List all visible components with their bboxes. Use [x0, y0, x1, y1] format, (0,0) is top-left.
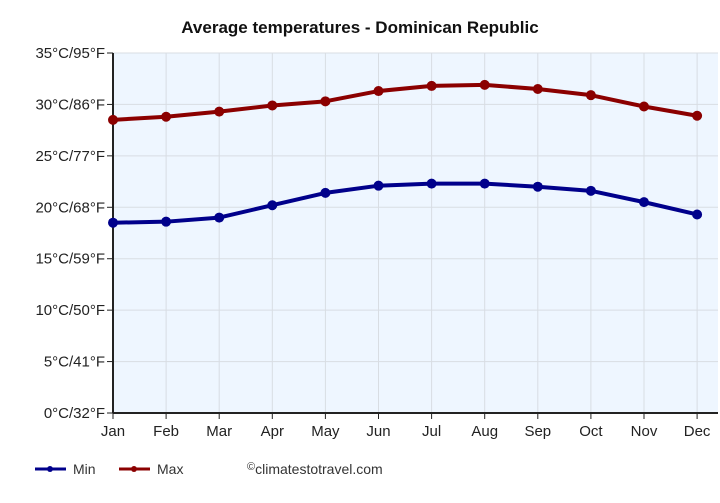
data-point-max: [639, 101, 649, 112]
y-tick-label: 35°C/95°F: [35, 45, 105, 62]
data-point-max: [532, 84, 543, 94]
x-tick-label: Apr: [261, 423, 284, 440]
data-point-max: [214, 106, 225, 117]
x-tick-label: May: [311, 423, 340, 440]
x-tick-label: Mar: [206, 423, 232, 440]
y-tick-label: 20°C/68°F: [35, 199, 105, 216]
data-point-max: [479, 79, 490, 90]
data-point-min: [320, 187, 331, 198]
data-point-min: [108, 217, 118, 228]
data-point-min: [639, 197, 649, 208]
data-point-max: [585, 90, 596, 101]
legend-max-marker: [131, 466, 137, 472]
y-tick-label: 0°C/32°F: [44, 405, 105, 422]
x-tick-label: Feb: [153, 423, 179, 440]
data-point-max: [692, 110, 703, 121]
x-tick-label: Jan: [101, 423, 125, 440]
x-tick-label: Jun: [366, 423, 390, 440]
legend-max-label: Max: [157, 461, 183, 477]
data-point-min: [479, 178, 490, 189]
legend-min-label: Min: [73, 461, 96, 477]
y-tick-label: 30°C/86°F: [35, 96, 105, 113]
legend: Min Max ©climatestotravel.com: [35, 461, 383, 477]
data-point-min: [373, 180, 384, 191]
series-line-max: [112, 82, 698, 122]
data-point-min: [532, 181, 543, 192]
series-line-min: [112, 181, 698, 225]
y-tick-label: 25°C/77°F: [35, 148, 105, 165]
x-tick-label: Sep: [524, 423, 551, 440]
y-tick-label: 15°C/59°F: [35, 251, 105, 268]
plot-background: [113, 53, 718, 413]
data-point-min: [267, 200, 278, 211]
credit-text: ©climatestotravel.com: [247, 461, 383, 477]
data-point-max: [108, 114, 118, 125]
data-point-min: [161, 216, 172, 227]
data-point-min: [692, 209, 703, 220]
data-point-max: [320, 96, 331, 107]
data-point-max: [373, 86, 384, 97]
copyright-symbol: ©: [247, 461, 255, 473]
data-point-max: [267, 100, 278, 111]
data-point-min: [585, 185, 596, 196]
x-tick-label: Dec: [684, 423, 711, 440]
x-tick-label: Jul: [422, 423, 441, 440]
x-tick-label: Oct: [579, 423, 603, 440]
data-point-max: [161, 111, 172, 122]
x-tick-label: Nov: [631, 423, 658, 440]
y-tick-label: 10°C/50°F: [35, 302, 105, 319]
data-point-max: [426, 80, 437, 91]
data-point-min: [214, 212, 225, 223]
data-point-min: [426, 178, 437, 189]
legend-min-marker: [47, 466, 53, 472]
y-tick-label: 5°C/41°F: [44, 354, 105, 371]
credit-label: climatestotravel.com: [255, 461, 383, 477]
chart-title: Average temperatures - Dominican Republi…: [181, 18, 538, 37]
x-tick-label: Aug: [471, 423, 498, 440]
